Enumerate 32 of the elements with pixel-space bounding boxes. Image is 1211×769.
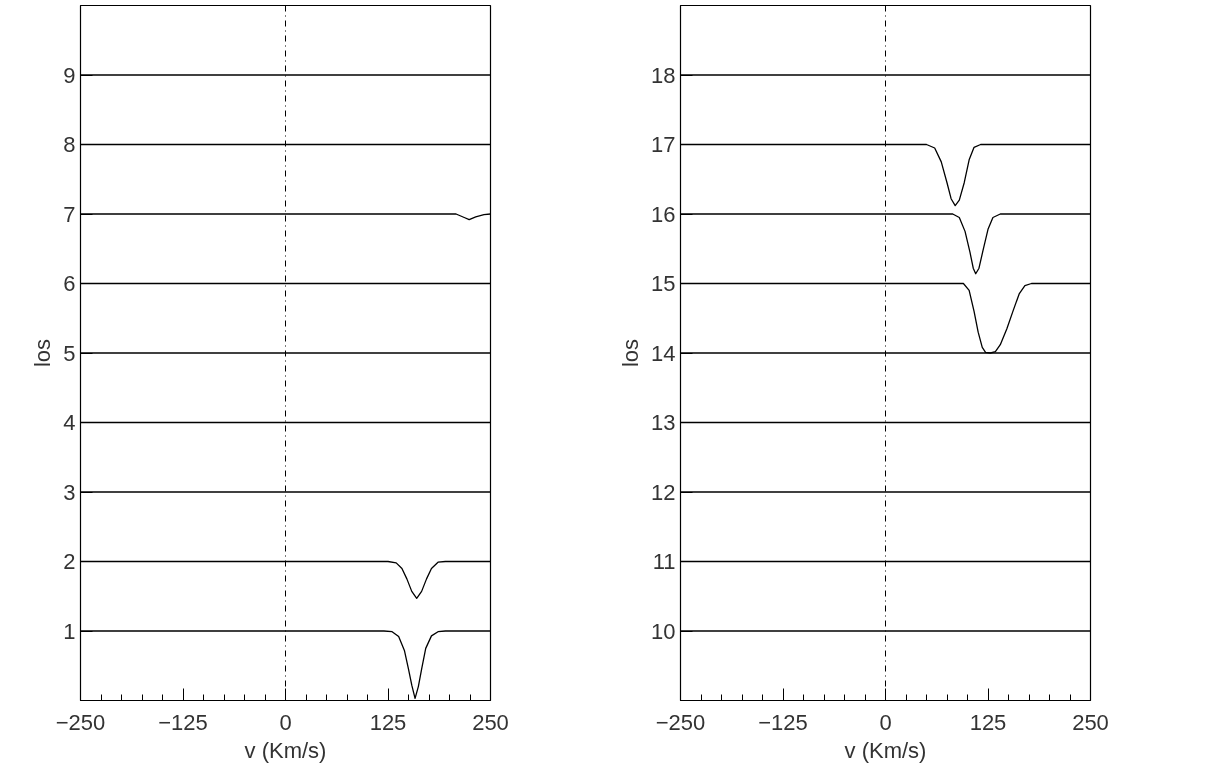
y-tick-label: 8 (63, 132, 76, 157)
x-axis-title: v (Km/s) (244, 737, 327, 763)
y-tick-label: 10 (651, 618, 676, 644)
x-tick-label: −125 (158, 709, 208, 735)
y-tick-label: 5 (63, 340, 76, 366)
y-tick-label: 6 (63, 271, 76, 296)
y-axis-title: los (618, 338, 644, 368)
x-tick-label: 250 (1072, 709, 1109, 735)
x-tick-label: −250 (655, 709, 706, 735)
x-tick-label: 0 (279, 709, 292, 735)
y-tick-label: 17 (651, 132, 676, 157)
x-tick-label: 250 (472, 709, 509, 735)
y-tick-label: 13 (651, 410, 676, 435)
x-tick-label: −250 (55, 709, 106, 735)
x-tick-label: 125 (369, 709, 407, 735)
y-tick-label: 4 (63, 410, 76, 435)
y-tick-label: 14 (651, 340, 676, 366)
y-tick-label: 15 (651, 271, 676, 296)
y-tick-label: 11 (652, 549, 676, 574)
x-axis-title: v (Km/s) (844, 737, 927, 763)
y-tick-label: 3 (63, 479, 76, 505)
y-tick-label: 12 (651, 479, 676, 505)
y-tick-label: 1 (63, 618, 76, 644)
x-tick-label: −125 (758, 709, 808, 735)
y-tick-label: 18 (651, 62, 676, 88)
y-tick-label: 2 (63, 549, 76, 574)
y-tick-label: 7 (63, 201, 76, 227)
x-tick-label: 125 (969, 709, 1007, 735)
y-tick-label: 16 (651, 201, 676, 227)
y-axis-title: los (30, 338, 56, 368)
y-tick-label: 9 (63, 62, 76, 88)
x-tick-label: 0 (879, 709, 892, 735)
